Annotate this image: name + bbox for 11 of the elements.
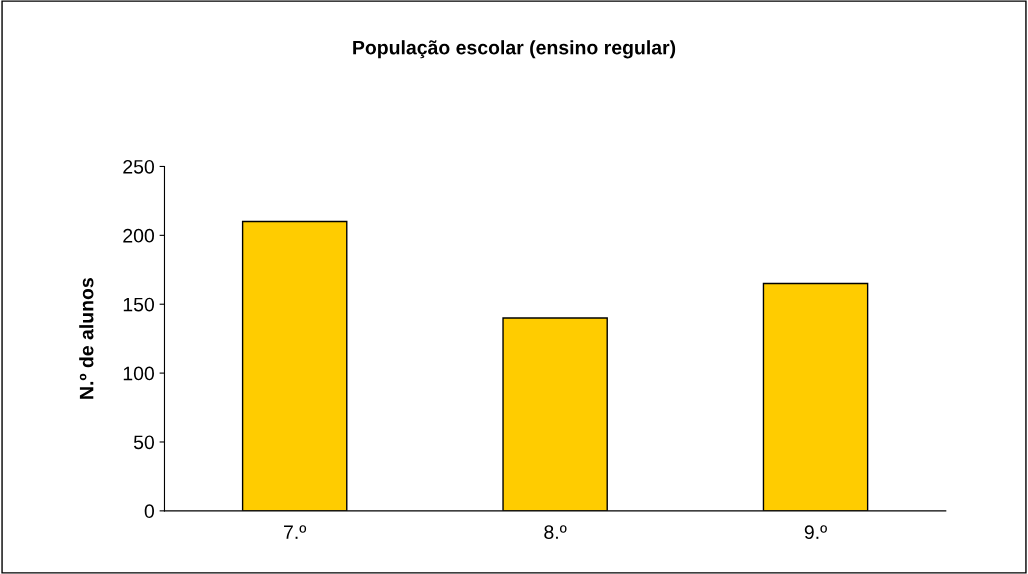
y-tick-label: 100 <box>123 366 154 381</box>
y-tick-label: 200 <box>123 228 154 243</box>
y-axis-title: N.º de alunos <box>79 278 94 399</box>
y-tick-label: 50 <box>133 435 154 450</box>
x-tick-label: 7.º <box>284 525 307 539</box>
x-tick-label: 8.º <box>544 525 567 540</box>
y-tick-label: 150 <box>123 297 154 312</box>
chart-title: População escolar (ensino regular) <box>353 40 676 59</box>
y-tick-label: 250 <box>123 159 154 174</box>
x-tick-label: 9.º <box>804 525 827 540</box>
y-tick-label: 0 <box>144 504 154 519</box>
